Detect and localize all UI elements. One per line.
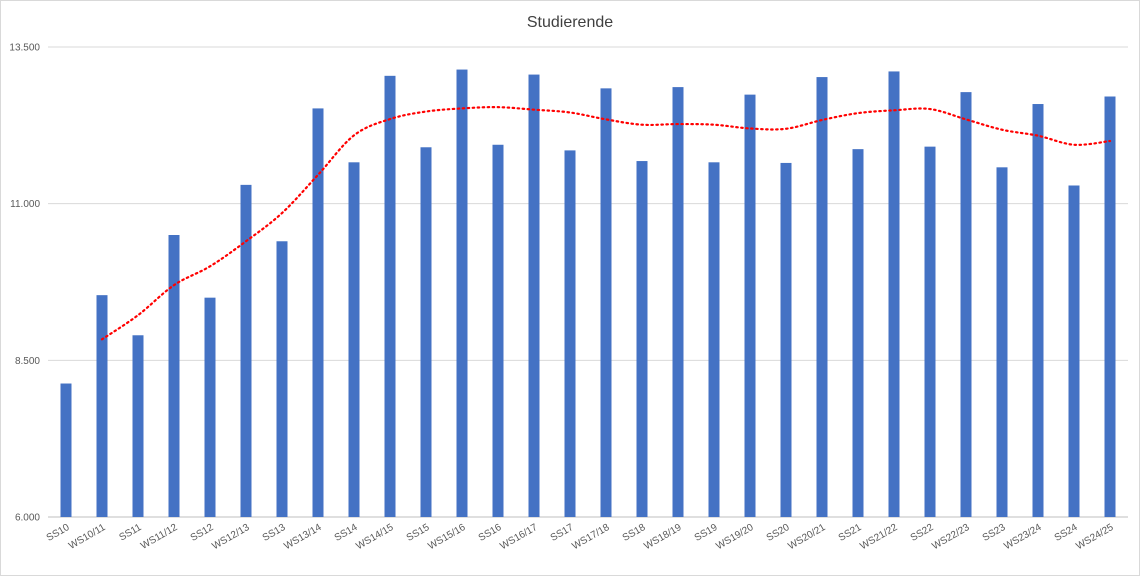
x-tick-label: WS15/16 bbox=[426, 522, 468, 552]
bar bbox=[1104, 96, 1116, 518]
bar bbox=[852, 149, 864, 517]
x-tick-label: WS13/14 bbox=[282, 522, 324, 552]
x-tick-label: SS13 bbox=[261, 522, 288, 544]
x-tick-label: SS10 bbox=[45, 522, 72, 544]
x-tick-label: SS24 bbox=[1053, 522, 1080, 544]
bar bbox=[420, 147, 432, 517]
chart-title: Studierende bbox=[526, 14, 614, 31]
bar bbox=[636, 161, 648, 517]
bar bbox=[960, 92, 972, 518]
bar bbox=[564, 150, 576, 517]
x-tick-label: WS10/11 bbox=[67, 522, 108, 552]
x-tick-label: WS23/24 bbox=[1002, 522, 1044, 552]
x-tick-label: WS16/17 bbox=[498, 522, 540, 552]
x-tick-label: WS22/23 bbox=[930, 522, 972, 552]
x-tick-label: SS17 bbox=[549, 522, 576, 544]
x-tick-label: WS21/22 bbox=[858, 522, 900, 552]
x-tick-label: SS21 bbox=[837, 522, 864, 544]
x-tick-label: SS22 bbox=[909, 522, 936, 544]
bar bbox=[672, 87, 684, 518]
x-tick-label: SS14 bbox=[333, 522, 360, 544]
bar bbox=[780, 162, 792, 517]
bar bbox=[60, 383, 72, 517]
bar bbox=[1068, 185, 1080, 517]
bar bbox=[204, 297, 216, 517]
x-tick-label: SS11 bbox=[117, 522, 143, 544]
x-tick-label: SS12 bbox=[189, 522, 216, 544]
bar bbox=[384, 75, 396, 518]
bar bbox=[600, 88, 612, 518]
bar bbox=[924, 146, 936, 517]
x-tick-label: WS19/20 bbox=[714, 522, 756, 552]
x-tick-label: WS11/12 bbox=[139, 522, 180, 552]
gridlines bbox=[48, 46, 1128, 518]
y-tick-label: 8.500 bbox=[15, 356, 40, 367]
x-tick-label: WS20/21 bbox=[786, 522, 828, 552]
bar bbox=[744, 94, 756, 518]
bar bbox=[816, 77, 828, 517]
bar bbox=[132, 335, 144, 517]
y-tick-label: 11.000 bbox=[10, 199, 40, 210]
bar bbox=[168, 235, 180, 517]
bar bbox=[1032, 104, 1044, 517]
x-tick-label: WS12/13 bbox=[210, 522, 252, 552]
moving-average-trendline bbox=[100, 106, 1112, 341]
y-tick-label: 13.500 bbox=[9, 43, 40, 54]
x-tick-label: SS20 bbox=[765, 522, 792, 544]
bar bbox=[96, 295, 108, 517]
x-tick-label: SS23 bbox=[981, 522, 1008, 544]
x-tick-label: WS24/25 bbox=[1074, 522, 1116, 552]
x-tick-label: SS18 bbox=[621, 522, 648, 544]
bar bbox=[996, 167, 1008, 517]
bar bbox=[492, 144, 504, 517]
bar bbox=[348, 162, 360, 517]
bar bbox=[240, 184, 252, 517]
trendline-path bbox=[100, 106, 1112, 341]
bar bbox=[888, 71, 900, 517]
bar bbox=[708, 162, 720, 517]
bar-series bbox=[60, 69, 1116, 518]
bar bbox=[312, 108, 324, 517]
x-tick-label: WS17/18 bbox=[570, 522, 612, 552]
bar bbox=[528, 74, 540, 517]
y-tick-label: 6.000 bbox=[15, 513, 40, 524]
x-tick-label: WS14/15 bbox=[354, 522, 396, 552]
x-tick-label: SS15 bbox=[405, 522, 432, 544]
bar bbox=[456, 69, 468, 517]
x-tick-label: SS19 bbox=[693, 522, 720, 544]
bar bbox=[276, 241, 288, 517]
x-tick-label: WS18/19 bbox=[642, 522, 684, 552]
x-tick-label: SS16 bbox=[477, 522, 504, 544]
y-axis-tick-labels: 6.000 8.500 11.000 13.500 bbox=[9, 43, 40, 524]
